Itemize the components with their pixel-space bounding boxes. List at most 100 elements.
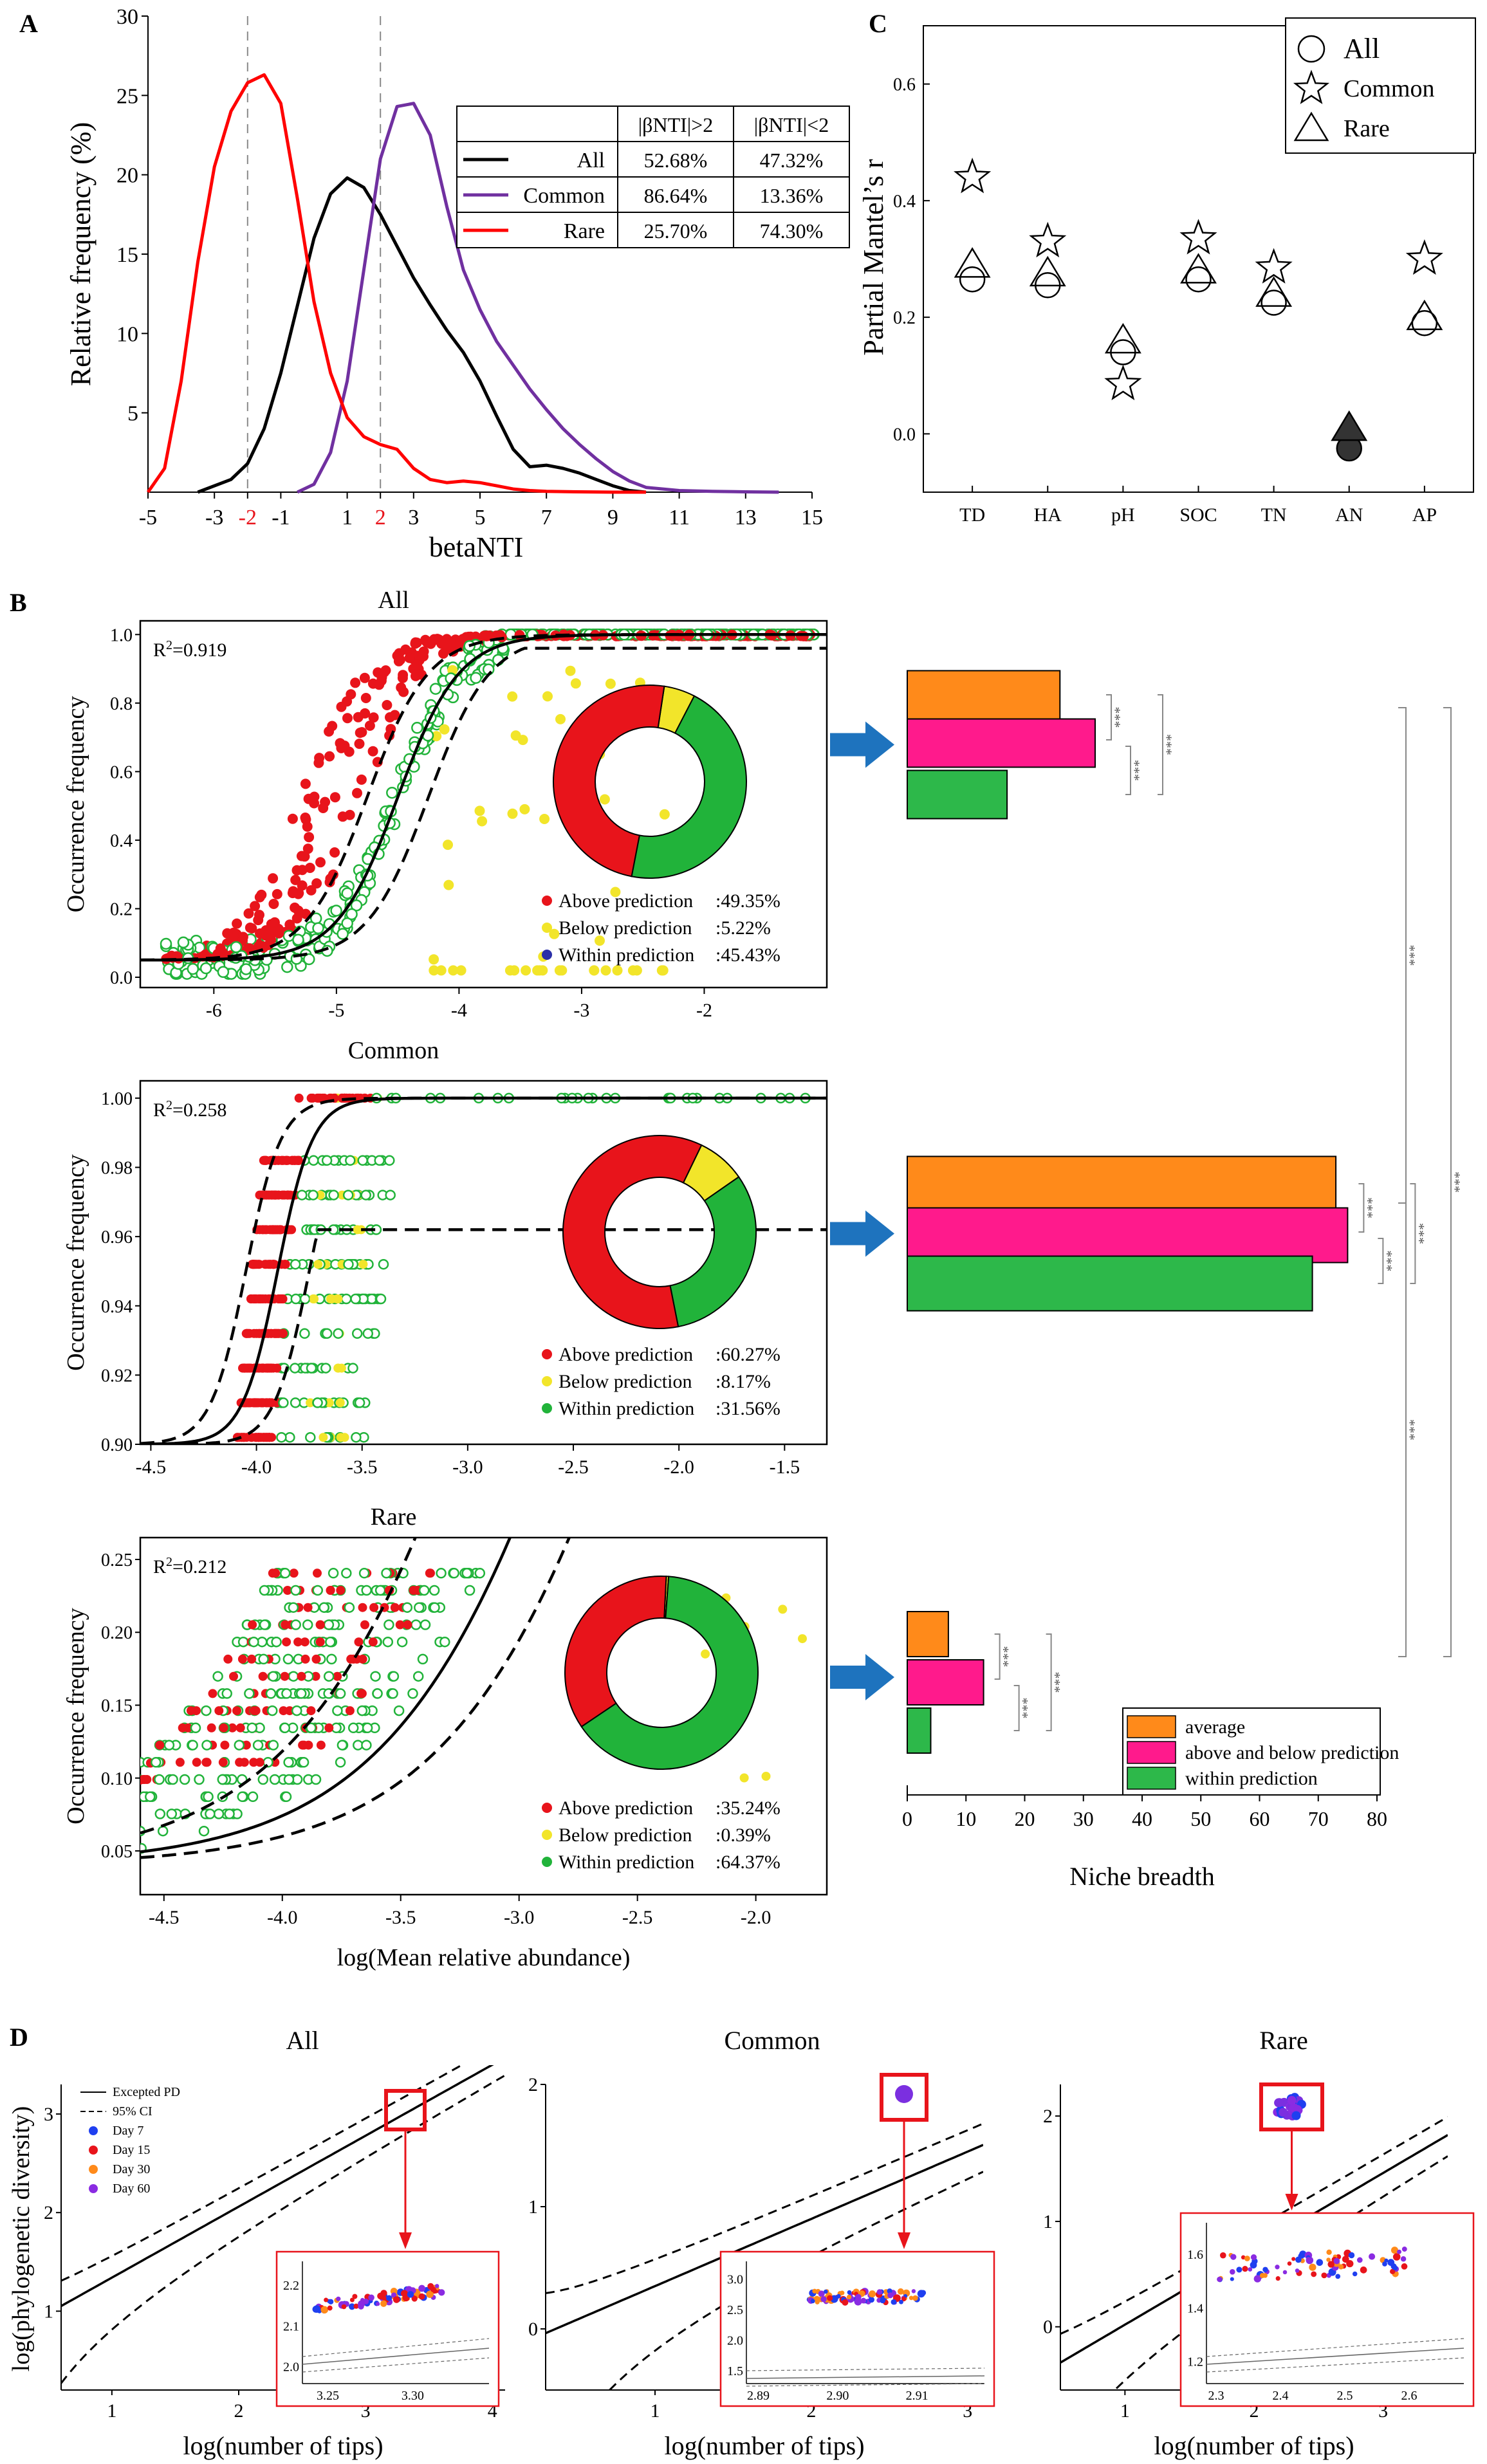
- data-point: [237, 1654, 247, 1664]
- data-point: [396, 1636, 408, 1648]
- data-point: [166, 1808, 178, 1819]
- inset-point: [912, 2295, 918, 2301]
- donut-slice-above: [562, 1135, 703, 1329]
- data-point: [448, 1568, 459, 1579]
- x-tick-label: 15: [801, 506, 823, 529]
- significance-bracket: [994, 1633, 1001, 1680]
- y-axis-title: log(phylogenetic diversity): [8, 2106, 35, 2372]
- data-point: [254, 1294, 264, 1303]
- data-point: [381, 1568, 392, 1579]
- data-point: [282, 1637, 291, 1647]
- inset-point: [1275, 2265, 1280, 2270]
- data-point: [659, 809, 670, 820]
- data-point: [241, 1329, 251, 1338]
- inset-point: [411, 2295, 418, 2302]
- inset-x-tick-label: 2.90: [826, 2389, 849, 2403]
- data-point: [248, 1636, 259, 1648]
- data-point: [333, 1294, 343, 1303]
- data-point: [100, 1792, 109, 1801]
- data-point: [163, 1740, 175, 1751]
- data-point: [311, 1671, 320, 1681]
- ci-lower-line: [140, 1538, 571, 1859]
- data-point: [25, 1826, 34, 1835]
- data-point: [282, 1190, 292, 1200]
- y-tick-label: 1: [44, 2301, 53, 2322]
- data-point: [291, 913, 302, 924]
- legend-label: average: [1185, 1716, 1245, 1738]
- data-point: [605, 678, 616, 689]
- ci-lower-line: [140, 1228, 827, 1444]
- data-point: [370, 1671, 381, 1682]
- data-point: [295, 1688, 307, 1699]
- table-cell: 52.68%: [644, 149, 708, 172]
- y-tick-label: 3: [44, 2104, 53, 2125]
- x-tick-label: -5: [328, 1000, 344, 1021]
- inset-point: [1241, 2255, 1246, 2260]
- data-point: [260, 930, 271, 941]
- data-point: [258, 1190, 268, 1200]
- data-point: [359, 672, 370, 683]
- cluster-point: [1279, 2108, 1288, 2117]
- inset-x-tick-label: 3.25: [317, 2389, 339, 2403]
- inset-point: [358, 2300, 365, 2308]
- inset-point: [1346, 2259, 1354, 2268]
- marker-common: [1179, 219, 1217, 255]
- legend-value: :45.43%: [716, 944, 780, 966]
- y-tick-label: 2: [1043, 2106, 1053, 2127]
- inset-point: [1287, 2261, 1292, 2266]
- legend-value: :64.37%: [716, 1852, 780, 1873]
- data-point: [417, 1653, 429, 1665]
- data-point: [313, 1260, 323, 1269]
- significance-bracket: [1158, 694, 1163, 795]
- data-point: [333, 1671, 342, 1681]
- inset-point: [418, 2293, 425, 2300]
- data-point: [126, 1826, 135, 1835]
- y-tick-label: 0.90: [101, 1435, 133, 1455]
- inset-point: [869, 2290, 876, 2298]
- data-point: [340, 1293, 352, 1305]
- arrow-shape: [830, 1210, 894, 1257]
- ci-upper-line: [61, 2065, 464, 2282]
- significance-bracket: [1046, 1633, 1052, 1731]
- data-point: [565, 665, 576, 676]
- data-point: [299, 1328, 310, 1339]
- data-point: [300, 1654, 310, 1664]
- data-point: [244, 1688, 255, 1699]
- data-point: [123, 1826, 132, 1835]
- significance-label: ***: [1363, 1197, 1380, 1218]
- data-point: [268, 1740, 279, 1751]
- data-point: [283, 1757, 294, 1768]
- inset-point: [1369, 2253, 1376, 2260]
- data-point: [273, 928, 284, 939]
- data-point: [356, 1705, 368, 1716]
- data-point: [507, 691, 518, 702]
- data-point: [403, 1620, 412, 1630]
- legend-label: Above prediction: [559, 1344, 693, 1365]
- inset-y-tick-label: 2.2: [283, 2279, 299, 2293]
- legend-dot: [542, 950, 552, 960]
- inset-point: [320, 2306, 329, 2314]
- series-line-common: [297, 102, 779, 494]
- y-axis-title: Occurrence frequency: [62, 1608, 89, 1825]
- arrow-shape: [830, 1654, 894, 1700]
- data-point: [290, 1363, 300, 1374]
- y-tick-label: 0.10: [101, 1769, 133, 1789]
- inset-point: [380, 2300, 387, 2307]
- legend-value: :8.17%: [716, 1371, 771, 1392]
- data-point: [411, 722, 423, 734]
- data-point: [205, 1808, 216, 1819]
- data-point: [299, 1740, 309, 1750]
- data-point: [154, 1774, 165, 1785]
- data-point: [386, 786, 398, 799]
- data-point: [306, 1093, 316, 1103]
- x-tick-label: 40: [1132, 1807, 1152, 1830]
- x-tick-label: 1: [1120, 2400, 1130, 2422]
- x-tick-label: 5: [475, 506, 486, 529]
- data-point: [199, 962, 212, 975]
- legend-label: Above prediction: [559, 1797, 693, 1819]
- data-point: [268, 899, 279, 909]
- niche-bar-average: [907, 670, 1061, 720]
- x-tick-label: 0: [902, 1807, 912, 1830]
- legend-label: above and below prediction: [1185, 1742, 1399, 1763]
- inset-x-tick-label: 2.89: [747, 2389, 770, 2403]
